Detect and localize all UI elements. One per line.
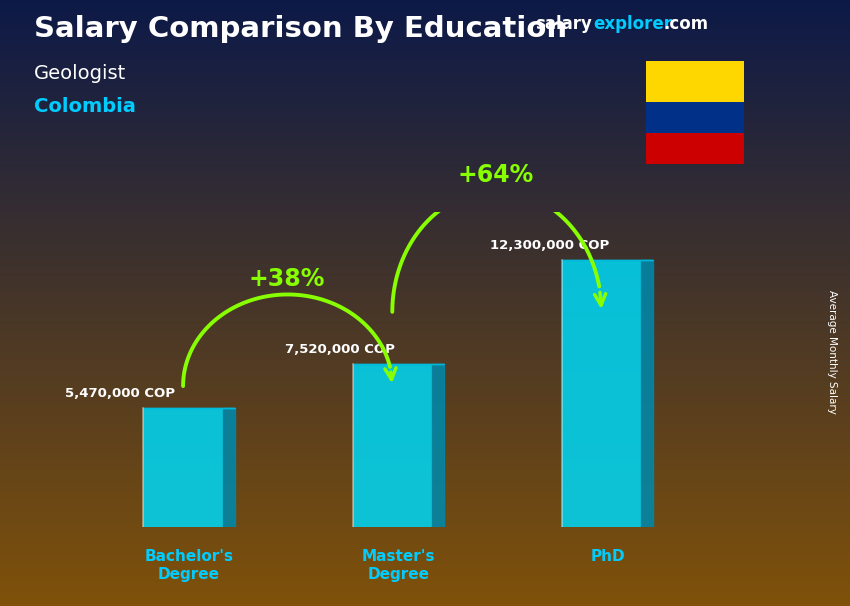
Text: .com: .com: [663, 15, 708, 33]
Text: salary: salary: [536, 15, 592, 33]
Text: Colombia: Colombia: [34, 97, 136, 116]
Bar: [646, 133, 744, 164]
Polygon shape: [223, 408, 235, 527]
Bar: [646, 61, 744, 102]
Bar: [562, 260, 641, 527]
Text: PhD: PhD: [590, 549, 625, 564]
Bar: [144, 408, 223, 527]
Bar: [646, 102, 744, 133]
Polygon shape: [641, 260, 653, 527]
Text: 7,520,000 COP: 7,520,000 COP: [285, 343, 395, 356]
Text: 5,470,000 COP: 5,470,000 COP: [65, 387, 175, 401]
Text: 12,300,000 COP: 12,300,000 COP: [490, 239, 609, 252]
Text: Salary Comparison By Education: Salary Comparison By Education: [34, 15, 567, 43]
Polygon shape: [432, 364, 444, 527]
Text: Master's
Degree: Master's Degree: [361, 549, 435, 582]
Text: Average Monthly Salary: Average Monthly Salary: [827, 290, 837, 413]
Text: +64%: +64%: [457, 164, 534, 187]
Bar: [353, 364, 432, 527]
Text: explorer: explorer: [593, 15, 672, 33]
Text: Geologist: Geologist: [34, 64, 127, 82]
Text: +38%: +38%: [248, 267, 325, 291]
Text: Bachelor's
Degree: Bachelor's Degree: [144, 549, 234, 582]
